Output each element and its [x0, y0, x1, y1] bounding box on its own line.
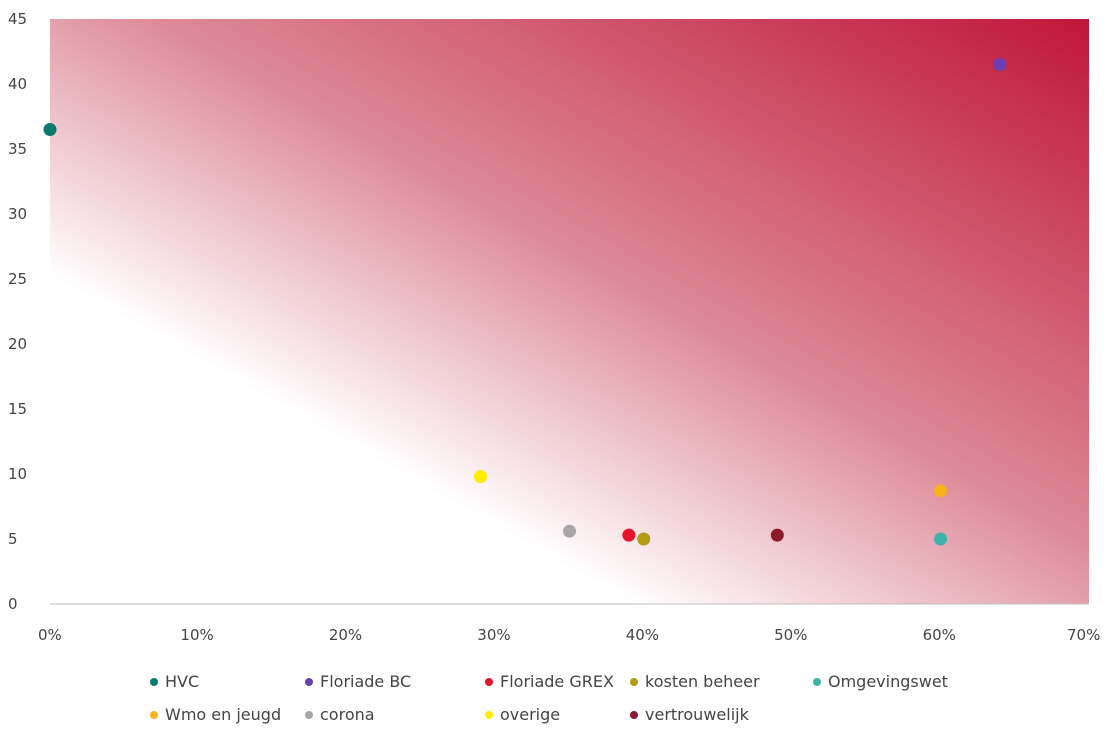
data-point-hvc: [43, 123, 57, 136]
legend-row: Wmo en jeugd corona overige vertrouwelijk: [150, 705, 1030, 738]
x-tick-label: 20%: [329, 626, 362, 644]
legend-label: corona: [320, 705, 375, 724]
legend-label: Floriade BC: [320, 672, 412, 691]
x-tick-label: 30%: [477, 626, 510, 644]
data-point-floriade-bc: [993, 58, 1007, 71]
x-tick-label: 10%: [180, 626, 213, 644]
legend-marker-icon: [150, 710, 158, 719]
y-tick-label: 0: [8, 595, 18, 613]
legend-marker-icon: [150, 677, 158, 686]
legend-marker-icon: [813, 677, 821, 686]
x-tick-label: 50%: [774, 626, 807, 644]
legend-marker-icon: [305, 677, 313, 686]
data-point-vertrouwelijk: [770, 528, 784, 542]
plot-area: [50, 19, 1089, 604]
x-tick-label: 60%: [923, 626, 956, 644]
y-tick-label: 45: [8, 10, 27, 28]
y-tick-label: 20: [8, 335, 27, 353]
legend-item-kosten-beheer: kosten beheer: [630, 672, 760, 691]
legend-label: HVC: [165, 672, 200, 691]
legend-label: Floriade GREX: [500, 672, 614, 691]
legend-item-floriade-bc: Floriade BC: [305, 672, 411, 691]
y-tick-label: 30: [8, 205, 27, 223]
data-point-wmo-en-jeugd: [934, 484, 948, 498]
legend-item-corona: corona: [305, 705, 375, 724]
legend-marker-icon: [630, 710, 638, 719]
legend-item-hvc: HVC: [150, 672, 199, 691]
y-tick-label: 35: [8, 140, 27, 158]
legend-marker-icon: [630, 677, 638, 686]
y-tick-label: 10: [8, 465, 27, 483]
y-tick-label: 40: [8, 75, 27, 93]
legend-marker-icon: [485, 710, 493, 719]
data-point-omgevingswet: [934, 532, 948, 546]
legend-marker-icon: [305, 710, 313, 719]
legend-label: kosten beheer: [645, 672, 760, 691]
x-tick-label: 0%: [38, 626, 62, 644]
legend: HVC Floriade BC Floriade GREX kosten beheer…: [150, 672, 1030, 738]
data-point-kosten-beheer: [637, 532, 651, 546]
y-tick-label: 5: [8, 530, 18, 548]
legend-row: HVC Floriade BC Floriade GREX kosten beheer…: [150, 672, 1030, 705]
data-point-overige: [473, 470, 487, 484]
x-tick-label: 70%: [1067, 626, 1100, 644]
legend-item-floriade-grex: Floriade GREX: [485, 672, 614, 691]
y-tick-label: 15: [8, 400, 27, 418]
legend-label: Omgevingswet: [828, 672, 948, 691]
legend-label: vertrouwelijk: [645, 705, 749, 724]
legend-label: overige: [500, 705, 561, 724]
legend-label: Wmo en jeugd: [165, 705, 282, 724]
legend-item-overige: overige: [485, 705, 560, 724]
legend-marker-icon: [485, 677, 493, 686]
legend-item-omgevingswet: Omgevingswet: [813, 672, 948, 691]
legend-item-wmo-en-jeugd: Wmo en jeugd: [150, 705, 281, 724]
legend-item-vertrouwelijk: vertrouwelijk: [630, 705, 749, 724]
data-point-floriade-grex: [622, 528, 636, 542]
y-tick-label: 25: [8, 270, 27, 288]
data-point-corona: [563, 524, 576, 538]
x-tick-label: 40%: [626, 626, 659, 644]
